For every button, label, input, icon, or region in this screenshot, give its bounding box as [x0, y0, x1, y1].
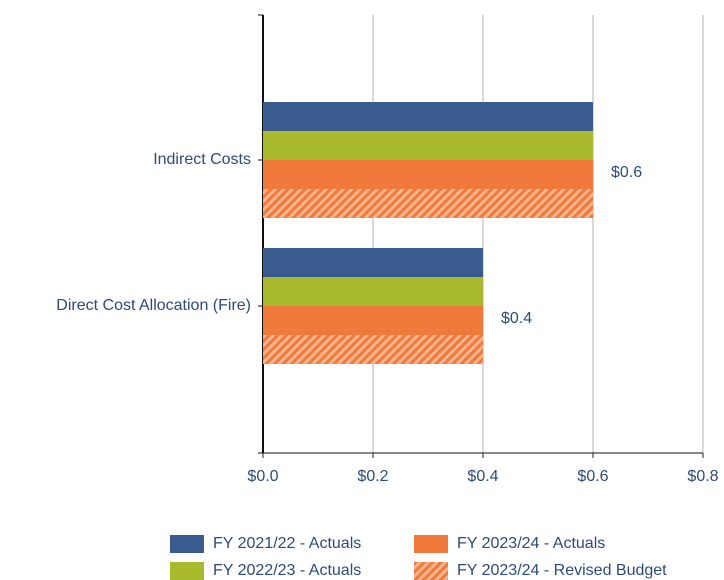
- x-tick-label: $0.8: [687, 468, 718, 485]
- data-label: $0.6: [611, 164, 642, 181]
- legend-label: FY 2023/24 - Actuals: [457, 535, 605, 552]
- legend-swatch: [170, 535, 204, 553]
- legend-label: FY 2023/24 - Revised Budget: [457, 562, 667, 579]
- legend-swatch: [170, 562, 204, 580]
- bar: [263, 306, 483, 335]
- legend-swatch: [414, 535, 448, 553]
- x-tick-label: $0.6: [577, 468, 608, 485]
- x-tick-label: $0.2: [357, 468, 388, 485]
- bar: [263, 277, 483, 306]
- x-tick-label: $0.4: [467, 468, 498, 485]
- legend-label: FY 2022/23 - Actuals: [213, 562, 361, 579]
- bar: [263, 131, 593, 160]
- data-label: $0.4: [501, 310, 532, 327]
- bar: [263, 102, 593, 131]
- x-tick-label: $0.0: [247, 468, 278, 485]
- legend-label: FY 2021/22 - Actuals: [213, 535, 361, 552]
- bar: [263, 189, 593, 218]
- y-tick-label: Direct Cost Allocation (Fire): [56, 297, 251, 314]
- bar: [263, 248, 483, 277]
- legend-swatch: [414, 562, 448, 580]
- bar: [263, 160, 593, 189]
- bar: [263, 335, 483, 364]
- y-tick-label: Indirect Costs: [153, 151, 251, 168]
